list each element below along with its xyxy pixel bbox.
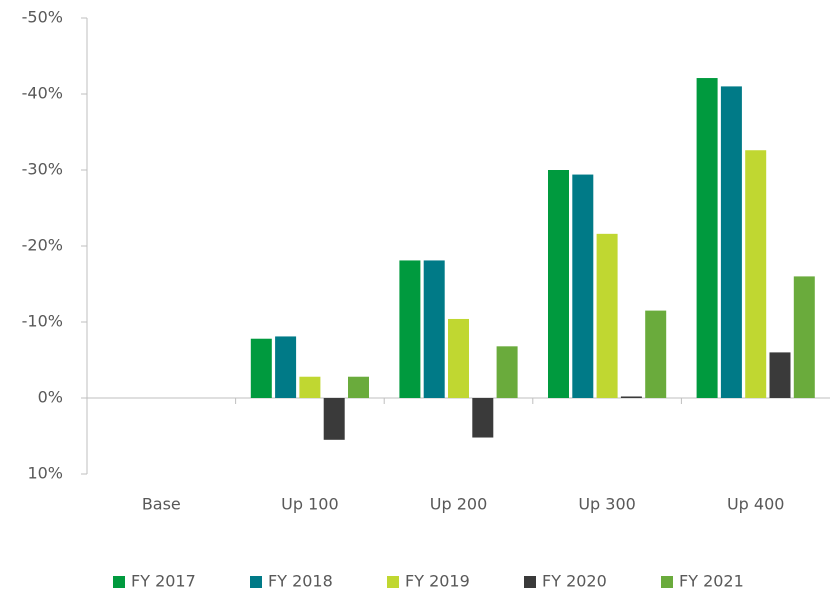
bar [250,338,272,398]
bar [572,174,594,398]
bar [596,233,618,398]
y-tick-label: -40% [22,84,63,103]
bar [745,150,767,398]
y-tick-label: 0% [38,388,63,407]
bar [299,376,321,398]
legend-swatch [387,576,399,588]
legend-label: FY 2020 [542,572,607,591]
y-tick-label: -50% [22,8,63,27]
bar [793,276,815,398]
bar [399,260,421,398]
y-tick-label: -10% [22,312,63,331]
bar [496,346,518,398]
legend-label: FY 2018 [268,572,333,591]
y-tick-label: -20% [22,236,63,255]
bar [720,86,742,399]
x-tick-label: Up 400 [727,495,785,514]
legend-label: FY 2017 [131,572,196,591]
bar [323,398,345,440]
legend-label: FY 2021 [679,572,744,591]
bar [696,78,718,398]
bar [472,398,494,438]
bar [548,170,569,398]
legend-swatch [250,576,262,588]
y-tick-label: -30% [22,160,63,179]
bar [645,310,667,398]
legend-swatch [661,576,673,588]
x-tick-label: Base [142,495,181,514]
bar [620,396,642,398]
bar [275,336,297,398]
x-tick-label: Up 300 [578,495,636,514]
y-tick-label: 10% [27,464,63,483]
bar [348,376,369,398]
x-tick-label: Up 200 [430,495,488,514]
legend-swatch [524,576,536,588]
legend-label: FY 2019 [405,572,470,591]
legend-swatch [113,576,125,588]
bar [769,352,791,398]
bar [423,260,445,398]
bar [448,318,469,398]
x-tick-label: Up 100 [281,495,339,514]
